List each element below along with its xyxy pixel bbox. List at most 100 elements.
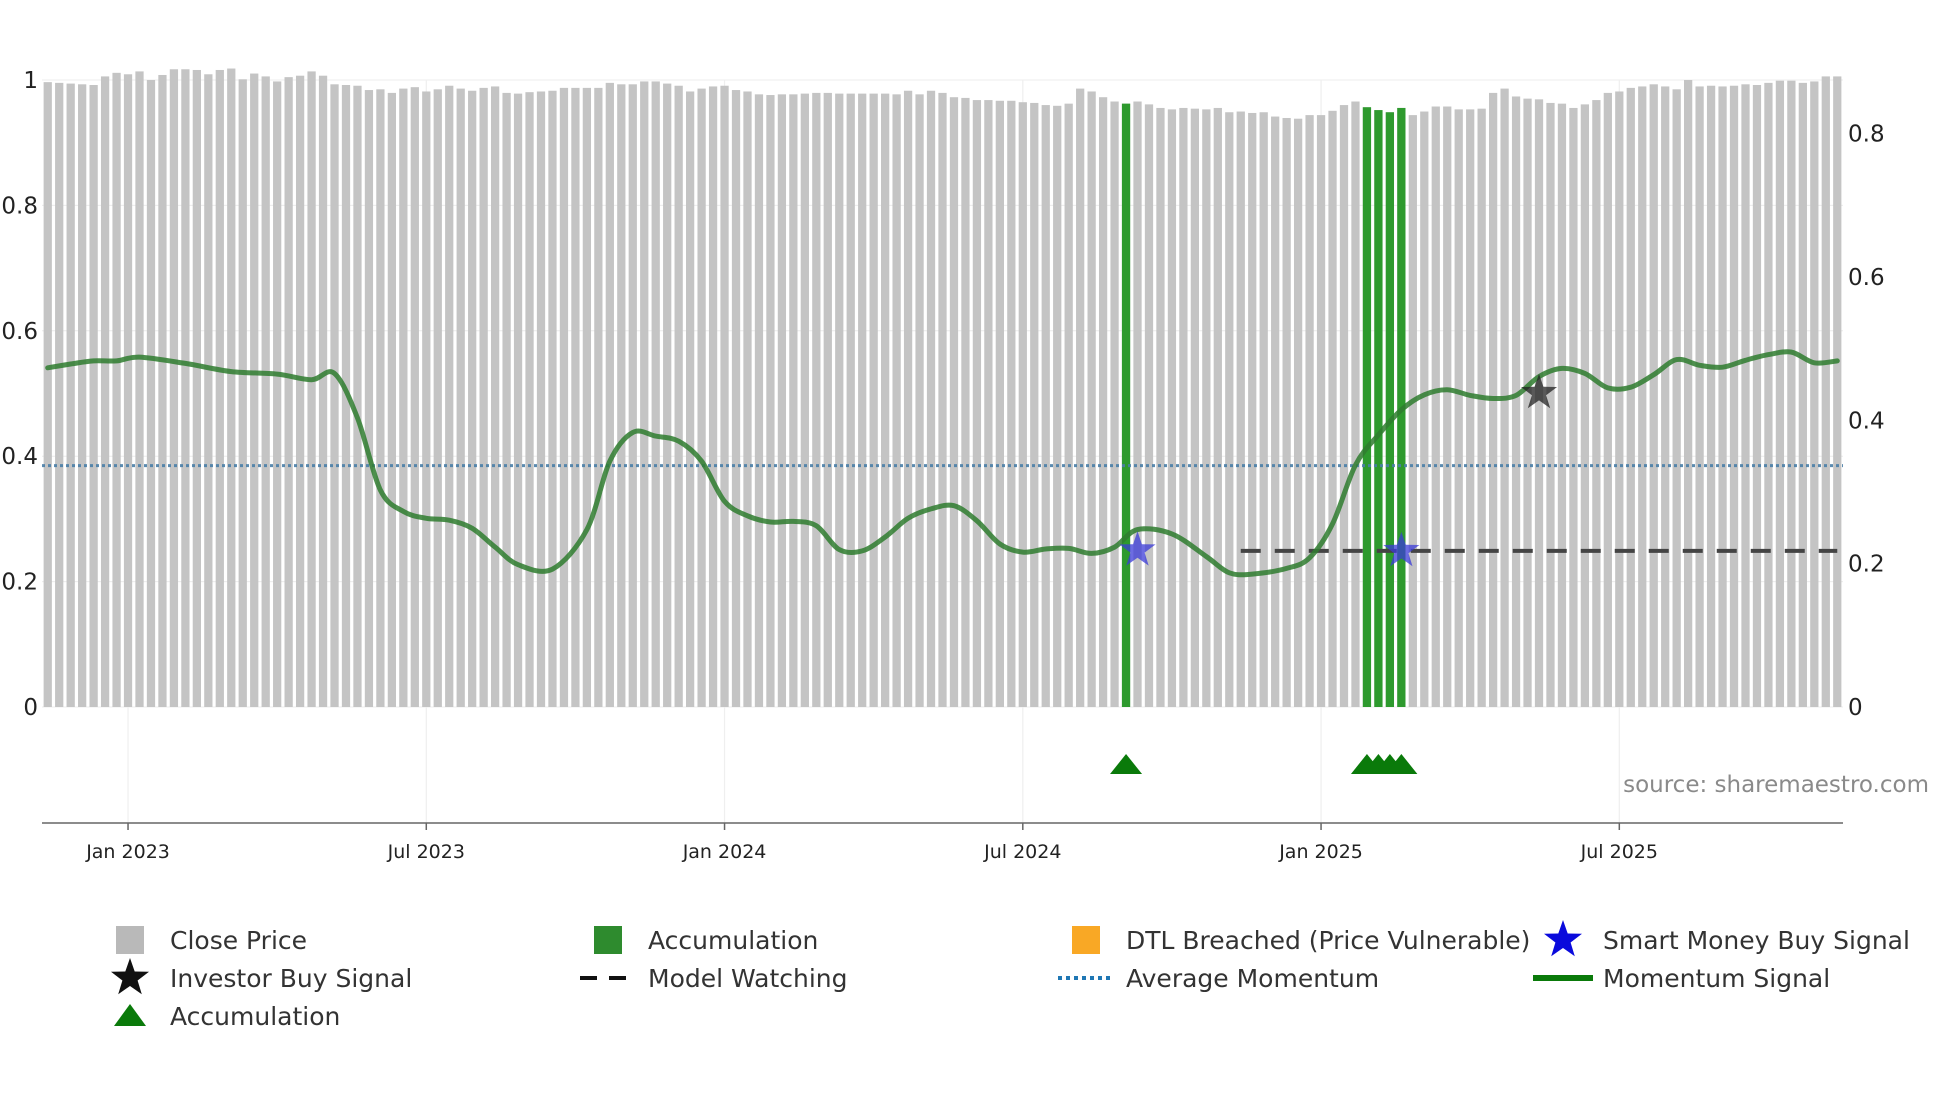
accumulation-triangle	[1110, 754, 1143, 774]
close-price-bar	[1638, 86, 1647, 707]
close-price-bar	[135, 71, 144, 708]
close-price-bar	[869, 93, 878, 707]
legend-label: Accumulation	[648, 926, 818, 955]
close-price-bar	[422, 91, 431, 707]
close-price-bar	[399, 88, 408, 707]
legend-label: DTL Breached (Price Vulnerable)	[1126, 926, 1530, 955]
close-price-bar	[686, 91, 695, 707]
close-price-bar	[479, 87, 488, 708]
smart-money-buy-star	[1383, 531, 1420, 567]
right-y-tick-label: 0.8	[1848, 122, 1885, 148]
close-price-bar	[617, 84, 626, 707]
legend-label: Model Watching	[648, 964, 848, 993]
legend-item: Model Watching	[580, 964, 848, 993]
close-price-bar	[273, 81, 282, 707]
legend-item: DTL Breached (Price Vulnerable)	[1072, 926, 1530, 955]
close-price-bar	[949, 97, 959, 708]
close-price-bar	[307, 71, 316, 708]
x-tick-label: Jul 2023	[387, 841, 465, 863]
close-price-bar	[250, 73, 259, 708]
close-price-bar	[1752, 85, 1762, 708]
legend-item: Close Price	[116, 926, 307, 955]
close-price-bar	[1615, 91, 1624, 707]
accumulation-bar	[1385, 112, 1395, 707]
close-price-bar	[55, 82, 64, 708]
close-price-bar	[858, 93, 867, 707]
close-price-bar	[1431, 106, 1440, 708]
signal-markers	[1110, 373, 1558, 774]
close-price-bar	[204, 74, 213, 707]
right-y-tick-label: 0.4	[1848, 408, 1885, 434]
left-y-tick-label: 1	[23, 68, 38, 94]
close-price-bar	[445, 85, 454, 708]
close-price-bar	[697, 88, 706, 707]
close-price-bar	[640, 81, 649, 707]
source-label: source: sharemaestro.com	[1623, 772, 1929, 798]
close-price-bar	[1672, 89, 1681, 707]
legend-item: Momentum Signal	[1533, 964, 1830, 993]
close-price-bar	[364, 90, 374, 708]
close-price-bar	[1408, 115, 1417, 707]
x-tick-label: Jan 2023	[85, 841, 170, 863]
x-tick-label: Jan 2024	[682, 841, 767, 863]
close-price-bar	[1167, 109, 1177, 708]
close-price-bar	[261, 76, 270, 708]
close-price-bar	[823, 92, 832, 707]
close-price-bar	[1729, 85, 1739, 708]
close-price-bar	[468, 90, 477, 707]
close-price-bar	[1833, 76, 1842, 708]
close-price-bar	[1706, 85, 1716, 708]
close-price-bar	[376, 89, 385, 707]
close-price-bar	[1592, 100, 1601, 707]
close-price-bar	[915, 94, 924, 708]
close-price-bar	[181, 69, 190, 708]
close-price-bar	[1351, 101, 1360, 708]
close-price-bar	[1477, 108, 1486, 708]
close-price-bar	[284, 77, 293, 707]
close-price-bar	[754, 94, 764, 708]
close-price-bar	[1534, 99, 1544, 708]
close-price-bar	[1018, 102, 1027, 707]
signal-lines	[42, 349, 1843, 578]
close-price-bar	[1007, 100, 1016, 707]
close-price-bar	[1259, 112, 1268, 707]
close-price-bar	[972, 100, 982, 707]
legend-item: Investor Buy Signal	[111, 958, 412, 995]
close-price-bar	[651, 81, 660, 707]
close-price-bar	[628, 84, 637, 707]
close-price-bar	[238, 79, 247, 707]
close-price-bar	[766, 95, 775, 708]
close-price-bar	[318, 75, 328, 708]
close-price-bar	[158, 74, 167, 707]
close-price-bar	[1110, 101, 1119, 708]
close-price-bar	[1098, 97, 1108, 708]
close-price-bar	[1271, 116, 1280, 707]
close-price-bar	[800, 93, 809, 707]
close-price-bar	[525, 92, 534, 708]
legend-label: Accumulation	[170, 1002, 340, 1031]
accumulation-bar	[1374, 110, 1383, 707]
close-price-bar	[548, 90, 557, 707]
legend: Close Price Accumulation DTL Breached (Pri…	[111, 920, 1910, 1031]
investor-buy-star	[1520, 373, 1558, 409]
close-price-bar	[1454, 109, 1463, 708]
close-price-bar	[1179, 107, 1188, 707]
legend-item: Accumulation	[594, 926, 818, 955]
close-price-bar	[605, 82, 614, 708]
close-price-bar	[1775, 80, 1785, 708]
close-price-bar	[582, 87, 592, 708]
close-price-bar	[1041, 105, 1050, 707]
close-price-bar	[215, 69, 224, 707]
legend-label: Smart Money Buy Signal	[1603, 926, 1910, 955]
close-price-bar	[835, 93, 844, 707]
legend-label: Close Price	[170, 926, 307, 955]
close-price-bar	[1064, 103, 1073, 708]
left-y-tick-label: 0.2	[1, 570, 38, 596]
x-tick-label: Jan 2025	[1278, 841, 1363, 863]
close-price-bar	[1798, 82, 1807, 708]
close-price-bar	[410, 87, 419, 707]
legend-item: Accumulation	[114, 1002, 340, 1031]
legend-square-icon	[1072, 926, 1100, 954]
close-price-bar	[146, 80, 156, 707]
